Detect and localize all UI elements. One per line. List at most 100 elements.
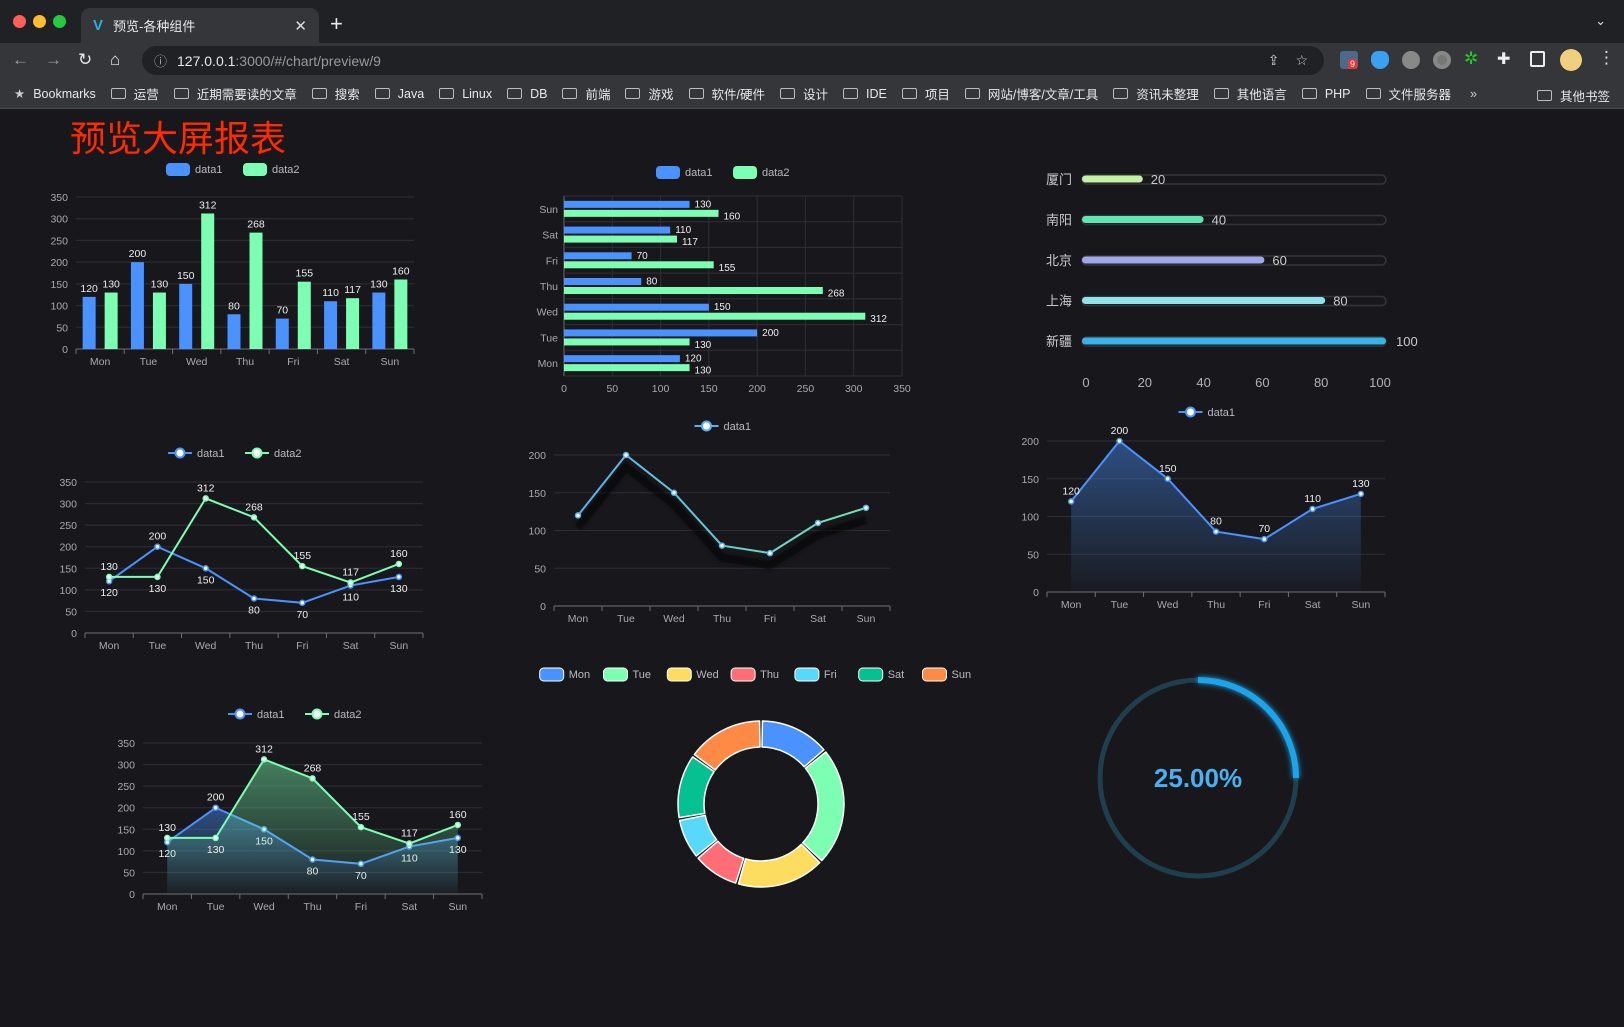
close-window-button[interactable] xyxy=(13,15,26,28)
bookmark-star-icon[interactable]: ☆ xyxy=(1295,52,1308,68)
menu-dots-icon[interactable]: ⋮ xyxy=(1598,48,1615,67)
side-panel-icon[interactable] xyxy=(1530,51,1545,67)
home-icon[interactable]: ⌂ xyxy=(110,50,121,69)
bookmark-folder[interactable]: 游戏 xyxy=(625,84,674,103)
site-info-icon[interactable]: ⓘ xyxy=(154,54,168,69)
data-label: 110 xyxy=(322,287,339,299)
legend-item[interactable]: Wed xyxy=(666,667,719,682)
legend-item[interactable]: data1 xyxy=(228,708,285,721)
data-label: 160 xyxy=(390,548,408,560)
y-tick-label: 200 xyxy=(59,542,77,554)
donut-slice-wed[interactable] xyxy=(737,843,821,888)
bookmark-folder[interactable]: DB xyxy=(507,84,547,103)
legend-item[interactable]: data1 xyxy=(694,420,752,433)
x-tick-label: 200 xyxy=(748,383,766,395)
folder-icon xyxy=(688,88,704,99)
bar-data1 xyxy=(564,303,709,311)
bookmark-folder[interactable]: 文件服务器 xyxy=(1365,84,1451,103)
legend-item[interactable]: Sat xyxy=(858,667,905,682)
share-icon[interactable]: ⇪ xyxy=(1267,52,1280,68)
x-tick-label: Wed xyxy=(253,901,275,913)
data-label: 117 xyxy=(344,284,361,296)
extension-badge: 9 xyxy=(1348,59,1358,69)
bookmark-folder[interactable]: 其他语言 xyxy=(1213,84,1287,103)
data-label: 150 xyxy=(177,270,195,282)
legend-item[interactable]: Sun xyxy=(922,667,972,682)
legend-marker-icon xyxy=(174,447,186,459)
url-path: :3000/#/chart/preview/9 xyxy=(235,52,381,69)
legend-item[interactable]: data1 xyxy=(656,166,713,179)
legend-item[interactable]: data1 xyxy=(168,447,225,460)
extension-icon[interactable]: 9 xyxy=(1340,51,1358,69)
maximize-window-button[interactable] xyxy=(53,15,66,28)
data-label: 70 xyxy=(296,609,308,621)
legend-item[interactable]: data1 xyxy=(166,163,223,176)
back-icon[interactable]: ← xyxy=(12,50,29,69)
tab-search-chevron-icon[interactable]: ⌄ xyxy=(1595,13,1606,28)
bookmark-folder[interactable]: 近期需要读的文章 xyxy=(173,84,297,103)
donut-slice-sat[interactable] xyxy=(677,756,715,819)
y-tick-label: 150 xyxy=(1021,474,1039,486)
more-bookmarks-button[interactable]: » xyxy=(1470,86,1477,101)
data-label: 160 xyxy=(392,266,410,278)
legend-item[interactable]: data2 xyxy=(243,163,300,176)
bookmark-folder[interactable]: 网站/博客/文章/工具 xyxy=(964,84,1098,103)
extensions-puzzle-icon[interactable]: ✚ xyxy=(1497,51,1511,68)
gem-extension-icon[interactable] xyxy=(1371,51,1389,69)
legend-marker-icon xyxy=(311,708,323,720)
donut-slice-mon[interactable] xyxy=(761,720,825,768)
forward-icon[interactable]: → xyxy=(45,50,62,69)
extension-icon[interactable]: ✲ xyxy=(1464,49,1479,68)
bookmark-folder[interactable]: 搜索 xyxy=(311,84,360,103)
legend-item[interactable]: data2 xyxy=(305,708,362,721)
bookmark-folder[interactable]: 设计 xyxy=(779,84,828,103)
close-tab-icon[interactable]: ✕ xyxy=(294,17,307,35)
data-label: 200 xyxy=(207,792,225,804)
new-tab-button[interactable]: + xyxy=(330,11,343,36)
donut-slice-thu[interactable] xyxy=(697,840,745,884)
y-tick-label: Wed xyxy=(537,307,559,319)
x-tick-label: Sun xyxy=(1352,599,1371,611)
browser-tab[interactable]: V 预览-各种组件 ✕ xyxy=(81,8,319,43)
legend-item[interactable]: Tue xyxy=(603,667,652,682)
bookmark-folder[interactable]: PHP xyxy=(1301,84,1351,103)
minimize-window-button[interactable] xyxy=(33,15,46,28)
legend-item[interactable]: Mon xyxy=(539,667,590,682)
address-bar[interactable]: ⓘ 127.0.0.1:3000/#/chart/preview/9 ⇪ ☆ xyxy=(142,46,1324,75)
donut-slice-tue[interactable] xyxy=(801,751,845,862)
x-tick-label: Sun xyxy=(390,640,409,652)
legend-item[interactable]: Fri xyxy=(794,667,837,682)
bookmark-folder[interactable]: Linux xyxy=(439,84,492,103)
bookmarks-button[interactable]: ★ Bookmarks xyxy=(14,86,96,102)
bookmark-folder[interactable]: Java xyxy=(374,84,424,103)
bar-data2 xyxy=(249,232,263,349)
y-tick-label: 100 xyxy=(528,526,546,538)
data-label: 200 xyxy=(762,328,779,339)
legend-item[interactable]: data2 xyxy=(733,166,790,179)
extension-icon[interactable] xyxy=(1402,51,1420,69)
y-tick-label: 150 xyxy=(50,279,68,291)
reload-icon[interactable]: ↻ xyxy=(78,50,93,69)
bookmark-folder[interactable]: IDE xyxy=(843,84,887,103)
donut-slice-fri[interactable] xyxy=(678,814,718,857)
donut-slice-sun[interactable] xyxy=(693,720,761,771)
bookmark-folder[interactable]: 资讯未整理 xyxy=(1113,84,1199,103)
gauge-progress-arc xyxy=(1197,677,1299,779)
bookmark-folder[interactable]: 项目 xyxy=(901,84,950,103)
other-bookmarks-folder[interactable]: 其他书签 xyxy=(1536,86,1610,105)
x-tick-label: Fri xyxy=(296,640,308,652)
bookmark-folder[interactable]: 运营 xyxy=(110,84,159,103)
profile-avatar[interactable] xyxy=(1560,49,1582,71)
legend-item[interactable]: Thu xyxy=(730,667,779,682)
legend-swatch-icon xyxy=(858,667,884,682)
bookmark-folder[interactable]: 前端 xyxy=(562,84,610,103)
legend-item[interactable]: data2 xyxy=(245,447,302,460)
data-point xyxy=(1357,490,1365,498)
legend-item[interactable]: data1 xyxy=(1178,406,1236,419)
extension-icon[interactable] xyxy=(1433,51,1451,69)
bookmark-folder-label: IDE xyxy=(866,86,887,101)
legend-label: data2 xyxy=(274,448,302,460)
bookmark-folder[interactable]: 软件/硬件 xyxy=(688,84,765,103)
y-tick-label: 50 xyxy=(56,322,68,334)
data-label: 70 xyxy=(276,305,288,317)
